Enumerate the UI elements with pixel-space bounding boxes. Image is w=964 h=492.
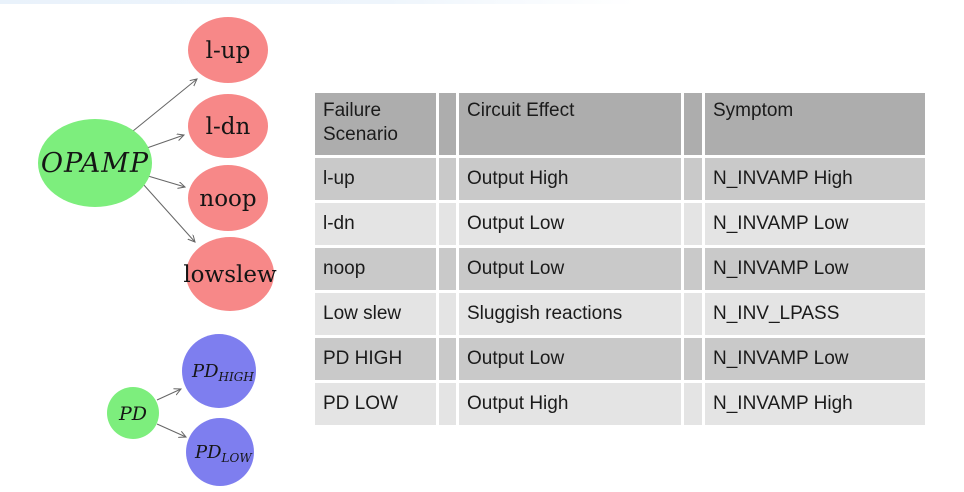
cell-scenario-ldn: l-dn bbox=[315, 203, 436, 245]
arrow-opamp-ldn bbox=[143, 135, 184, 150]
cell-scenario-pdlow: PD LOW bbox=[315, 383, 436, 425]
cell-spacer bbox=[684, 203, 702, 245]
node-noop-label: noop bbox=[199, 186, 256, 212]
node-opamp-label: OPAMP bbox=[41, 148, 149, 179]
cell-effect-pdlow: Output High bbox=[459, 383, 681, 425]
node-opamp bbox=[38, 119, 152, 207]
col-header-failure-scenario: Failure Scenario bbox=[315, 93, 436, 155]
cell-scenario-lup: l-up bbox=[315, 158, 436, 200]
node-l-dn-label: l-dn bbox=[206, 114, 251, 140]
cell-symptom-pdlow: N_INVAMP High bbox=[705, 383, 925, 425]
col-header-spacer-1 bbox=[439, 93, 456, 155]
pd-high-main: PD bbox=[191, 361, 219, 382]
cell-spacer bbox=[684, 248, 702, 290]
cell-spacer bbox=[684, 293, 702, 335]
node-l-dn bbox=[188, 94, 268, 158]
cell-symptom-pdhigh: N_INVAMP Low bbox=[705, 338, 925, 380]
cell-effect-ldn: Output Low bbox=[459, 203, 681, 245]
pd-low-main: PD bbox=[194, 442, 222, 463]
col-header-circuit-effect: Circuit Effect bbox=[459, 93, 681, 155]
node-pd-low bbox=[186, 418, 254, 486]
cell-spacer bbox=[439, 338, 456, 380]
col-header-spacer-2 bbox=[684, 93, 702, 155]
node-lowslew bbox=[186, 237, 274, 311]
node-pd-low-label: PDLOW bbox=[194, 442, 253, 465]
cell-symptom-lowslew: N_INV_LPASS bbox=[705, 293, 925, 335]
arrow-opamp-lup bbox=[132, 79, 197, 132]
cell-spacer bbox=[439, 203, 456, 245]
pd-low-sub: LOW bbox=[221, 451, 254, 465]
cell-scenario-pdhigh: PD HIGH bbox=[315, 338, 436, 380]
cell-effect-lup: Output High bbox=[459, 158, 681, 200]
arrow-opamp-lowslew bbox=[142, 183, 195, 242]
node-pd-high-label: PDHIGH bbox=[191, 361, 254, 384]
cell-scenario-noop: noop bbox=[315, 248, 436, 290]
node-l-up bbox=[188, 17, 268, 83]
cell-effect-pdhigh: Output Low bbox=[459, 338, 681, 380]
failure-mode-diagram: OPAMP l-up l-dn noop lowslew PD PDHIGH P… bbox=[38, 17, 277, 486]
node-pd-label: PD bbox=[118, 403, 147, 425]
cell-spacer bbox=[439, 293, 456, 335]
node-pd bbox=[107, 387, 159, 439]
node-l-up-label: l-up bbox=[206, 38, 251, 64]
arrow-pd-low bbox=[156, 423, 186, 437]
node-lowslew-label: lowslew bbox=[183, 262, 277, 288]
cell-symptom-lup: N_INVAMP High bbox=[705, 158, 925, 200]
cell-spacer bbox=[684, 383, 702, 425]
cell-scenario-lowslew: Low slew bbox=[315, 293, 436, 335]
cell-effect-noop: Output Low bbox=[459, 248, 681, 290]
arrow-pd-high bbox=[156, 389, 181, 401]
cell-spacer bbox=[439, 158, 456, 200]
node-noop bbox=[188, 165, 268, 231]
cell-spacer bbox=[439, 248, 456, 290]
cell-symptom-noop: N_INVAMP Low bbox=[705, 248, 925, 290]
window-top-edge bbox=[0, 0, 964, 4]
cell-spacer bbox=[439, 383, 456, 425]
cell-spacer bbox=[684, 158, 702, 200]
cell-effect-lowslew: Sluggish reactions bbox=[459, 293, 681, 335]
arrow-opamp-noop bbox=[147, 175, 185, 187]
pd-high-sub: HIGH bbox=[218, 370, 255, 384]
cell-symptom-ldn: N_INVAMP Low bbox=[705, 203, 925, 245]
failure-table: Failure Scenario Circuit Effect Symptom … bbox=[315, 93, 925, 425]
node-pd-high bbox=[182, 334, 256, 408]
cell-spacer bbox=[684, 338, 702, 380]
diagram-arrows bbox=[132, 79, 197, 437]
col-header-symptom: Symptom bbox=[705, 93, 925, 155]
